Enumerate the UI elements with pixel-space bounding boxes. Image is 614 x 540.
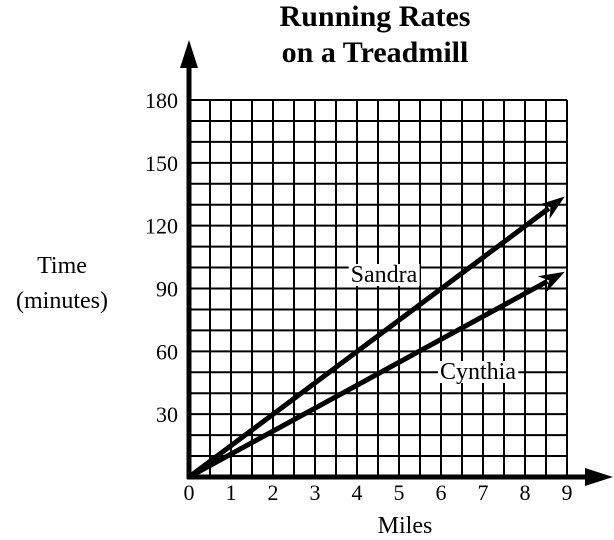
label-background xyxy=(348,264,420,286)
x-tick-label: 1 xyxy=(226,480,237,505)
x-tick-label: 4 xyxy=(352,480,363,505)
chart-title-line-2: on a Treadmill xyxy=(282,36,469,69)
y-tick-label: 120 xyxy=(145,214,178,239)
series-arrow-cynthia-icon xyxy=(537,271,565,293)
y-axis-label-line-1: Time xyxy=(37,253,87,279)
tick-labels: 0 1 2 3 4 5 6 7 8 9 30 60 90 120 150 180 xyxy=(145,88,573,505)
series-arrow-sandra-icon xyxy=(538,196,565,220)
chart-title-line-1: Running Rates xyxy=(280,0,471,33)
x-tick-label: 5 xyxy=(394,480,405,505)
y-axis-label-line-2: (minutes) xyxy=(16,288,108,314)
x-axis-label: Miles xyxy=(378,513,433,539)
series-line-cynthia xyxy=(187,279,549,480)
y-axis-arrow-icon xyxy=(180,40,198,68)
x-tick-label: 9 xyxy=(562,480,573,505)
y-tick-label: 60 xyxy=(156,339,178,364)
series-label-sandra: Sandra xyxy=(351,262,418,288)
x-tick-label: 2 xyxy=(268,480,279,505)
y-tick-label: 30 xyxy=(156,402,178,427)
axes xyxy=(180,40,613,486)
series-label-cynthia: Cynthia xyxy=(440,359,516,385)
y-tick-label: 150 xyxy=(145,151,178,176)
series-lines xyxy=(187,196,565,480)
y-tick-label: 180 xyxy=(145,88,178,113)
x-tick-label: 6 xyxy=(436,480,447,505)
x-tick-label: 8 xyxy=(520,480,531,505)
grid xyxy=(188,99,568,478)
x-tick-label: 3 xyxy=(310,480,321,505)
x-tick-label: 7 xyxy=(478,480,489,505)
series-line-sandra xyxy=(187,206,551,480)
x-axis-arrow-icon xyxy=(585,468,613,486)
x-tick-label: 0 xyxy=(184,480,195,505)
y-tick-label: 90 xyxy=(156,277,178,302)
label-background xyxy=(438,361,519,383)
